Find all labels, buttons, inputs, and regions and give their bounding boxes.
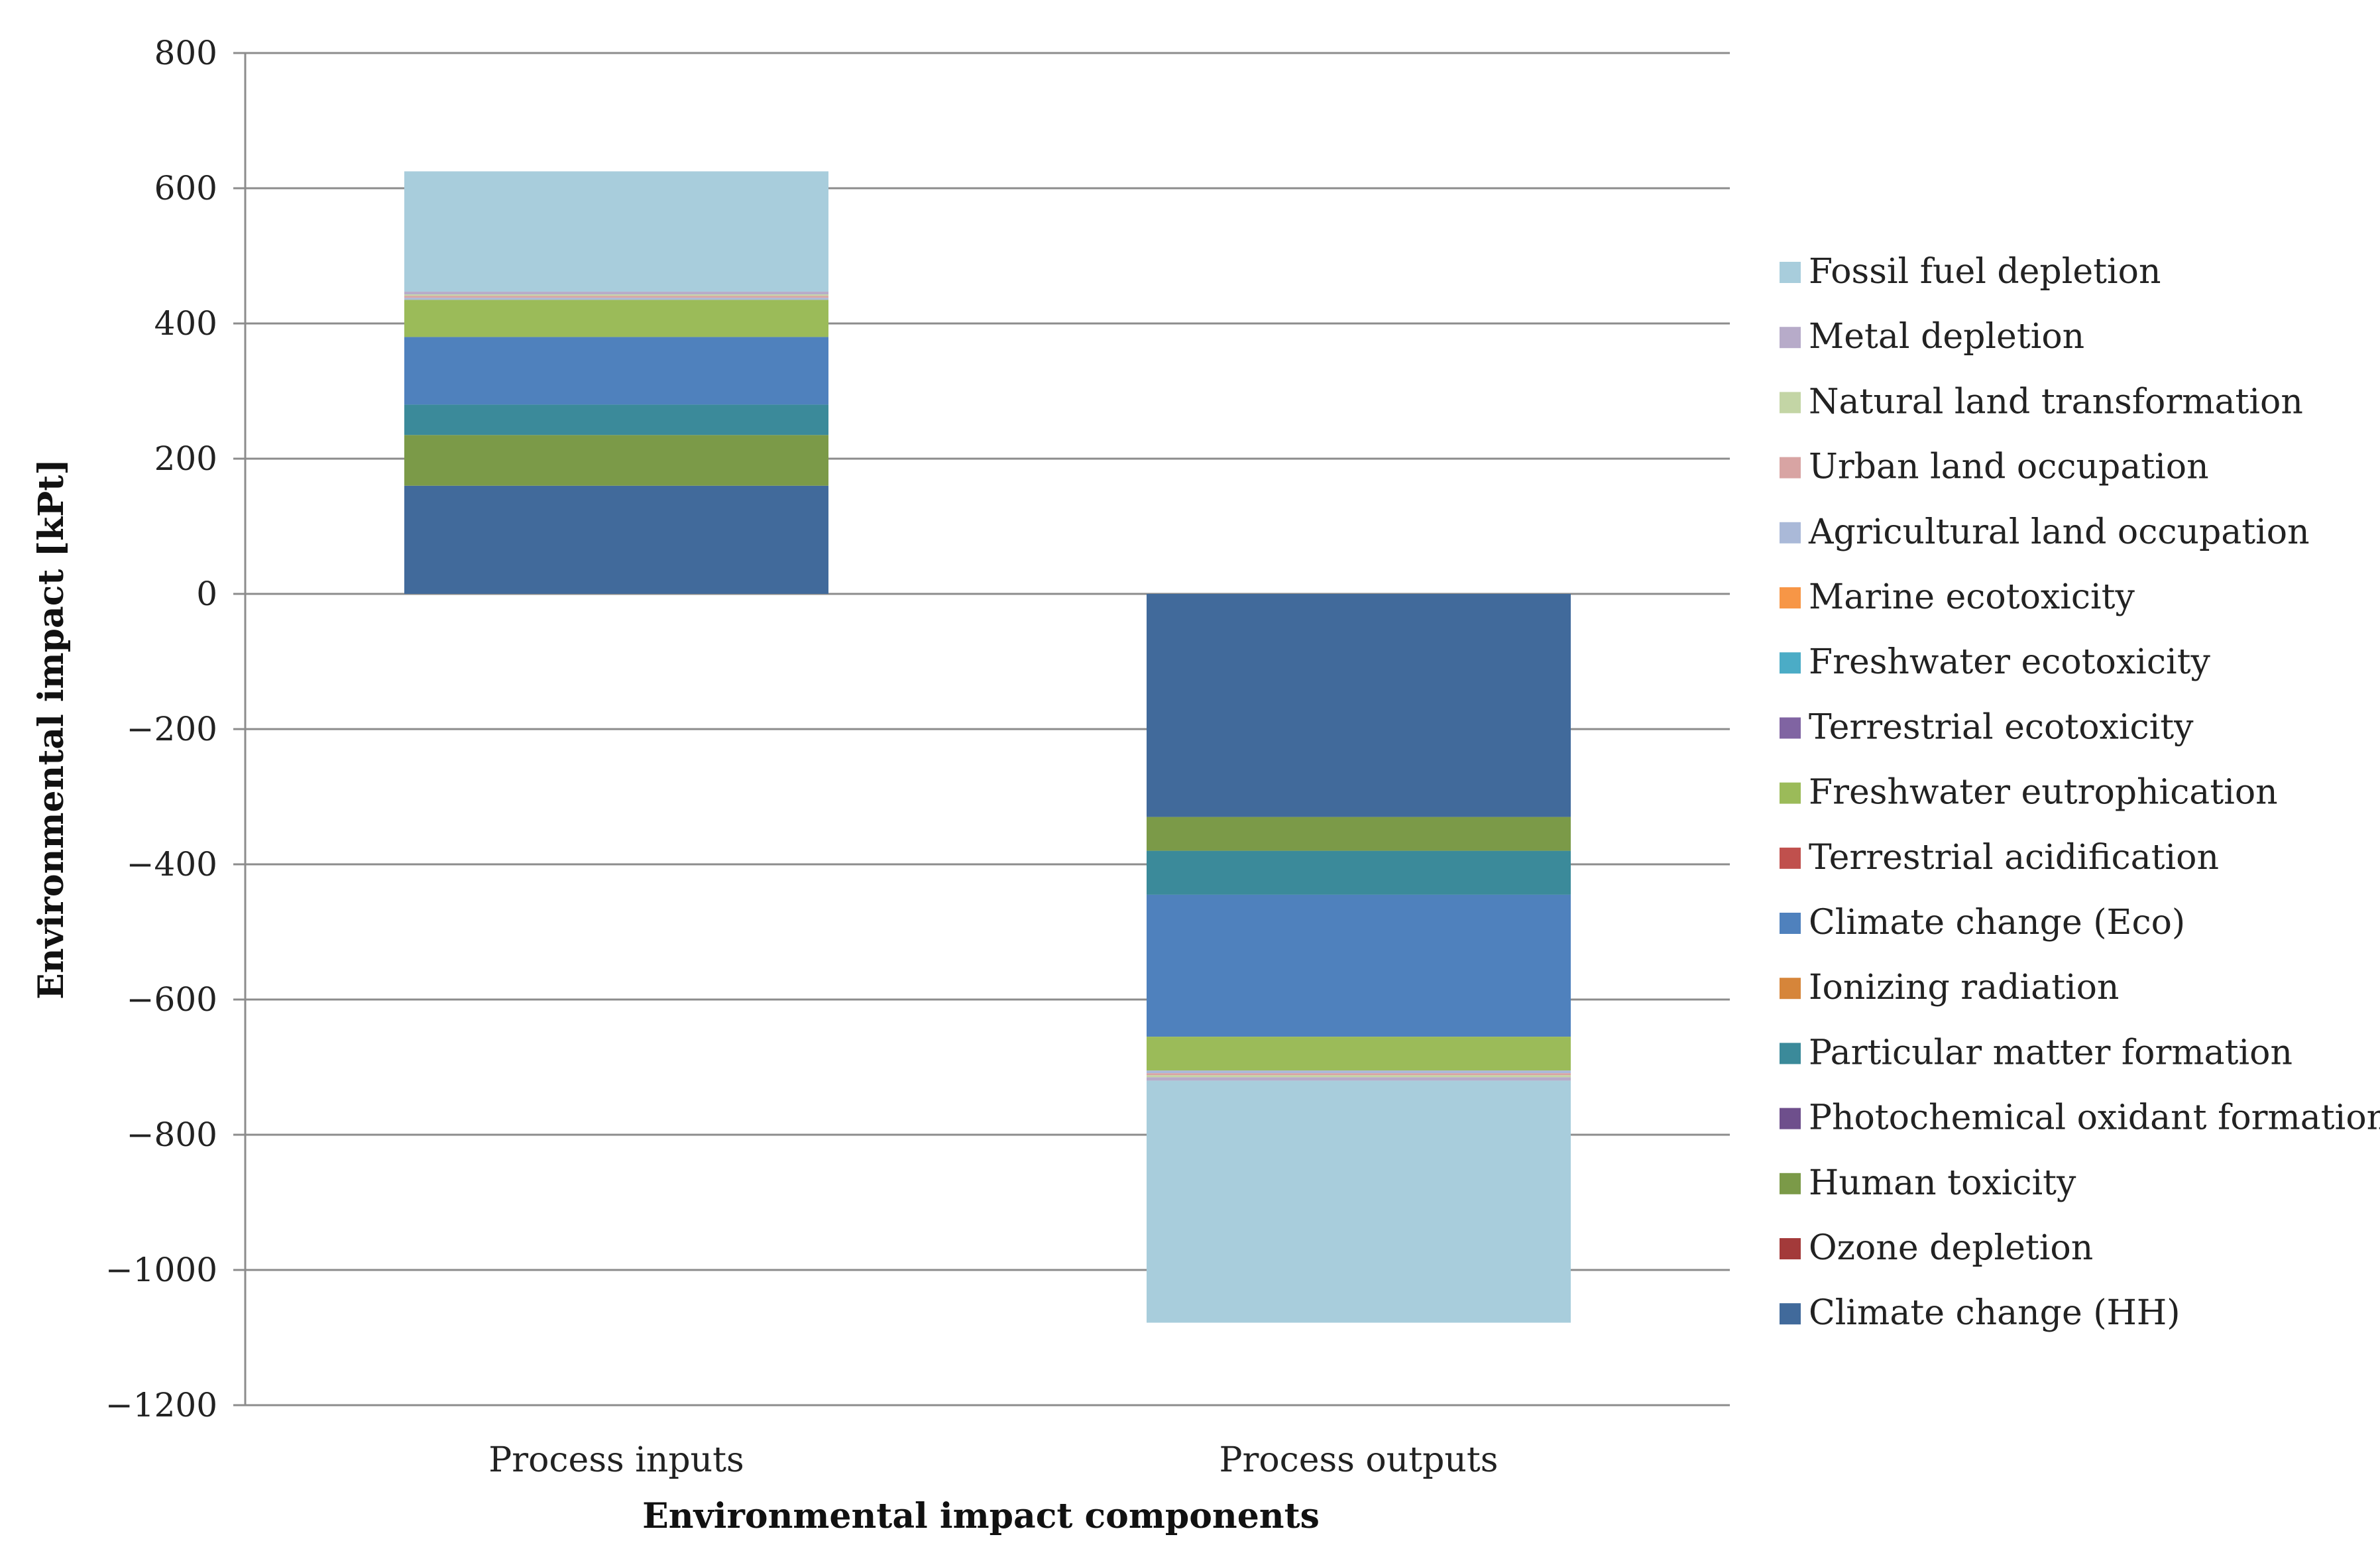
legend-item: Freshwater ecotoxicity xyxy=(1780,642,2210,682)
legend-swatch xyxy=(1780,457,1801,479)
legend-swatch xyxy=(1780,327,1801,349)
x-axis-title: Environmental impact components xyxy=(642,1496,1320,1536)
x-category-labels: Process inputs Process outputs xyxy=(488,1440,1498,1480)
legend-swatch xyxy=(1780,847,1801,869)
legend-swatch xyxy=(1780,978,1801,1000)
legend-swatch xyxy=(1780,392,1801,414)
legend-item: Human toxicity xyxy=(1780,1163,2076,1203)
bar-segment xyxy=(1147,1080,1571,1323)
legend-label: Photochemical oxidant formation xyxy=(1809,1098,2380,1138)
y-tick-label: 800 xyxy=(154,34,217,72)
y-axis-title: Environmental impact [kPt] xyxy=(31,459,72,1000)
y-tick-label: −1000 xyxy=(105,1251,217,1289)
bar-segment xyxy=(1147,1073,1571,1076)
legend-label: Particular matter formation xyxy=(1809,1033,2293,1072)
y-tick-label: −400 xyxy=(127,845,217,884)
bar-segment xyxy=(404,296,828,298)
legend-label: Ionizing radiation xyxy=(1809,968,2119,1007)
legend-swatch xyxy=(1780,913,1801,934)
bar-segment xyxy=(404,171,828,292)
legend-item: Ozone depletion xyxy=(1780,1228,2093,1268)
legend-swatch xyxy=(1780,652,1801,674)
legend-label: Fossil fuel depletion xyxy=(1809,252,2161,292)
bar-segment xyxy=(1147,1075,1571,1078)
legend-item: Urban land occupation xyxy=(1780,447,2209,487)
bar-segment xyxy=(404,298,828,300)
legend-swatch xyxy=(1780,1108,1801,1129)
legend-item: Natural land transformation xyxy=(1780,382,2303,422)
y-tick-label: 200 xyxy=(154,439,217,478)
legend-label: Climate change (Eco) xyxy=(1809,903,2185,943)
legend-item: Climate change (Eco) xyxy=(1780,903,2185,943)
legend-item: Terrestrial acidification xyxy=(1780,838,2219,878)
y-tick-label: −200 xyxy=(127,710,217,748)
bar-segments xyxy=(404,171,1571,1323)
bar-segment xyxy=(1147,850,1571,895)
bar-segment xyxy=(404,404,828,435)
legend-item: Marine ecotoxicity xyxy=(1780,577,2135,617)
legend-swatch xyxy=(1780,587,1801,608)
y-tick-labels: 800 600 400 200 0 −200 −400 −600 −800 −1000 −1200 xyxy=(105,34,217,1424)
legend-item: Agricultural land occupation xyxy=(1780,512,2310,552)
legend-item: Ionizing radiation xyxy=(1780,968,2119,1007)
bar-segment xyxy=(1147,1077,1571,1081)
y-tick-label: −1200 xyxy=(105,1386,217,1424)
legend-label: Freshwater eutrophication xyxy=(1809,773,2278,813)
legend-swatch xyxy=(1780,522,1801,544)
legend-item: Terrestrial ecotoxicity xyxy=(1780,707,2194,747)
legend-label: Human toxicity xyxy=(1809,1163,2076,1203)
legend-label: Freshwater ecotoxicity xyxy=(1809,642,2210,682)
y-tick-label: −600 xyxy=(127,980,217,1019)
legend-label: Metal depletion xyxy=(1809,317,2084,357)
legend-label: Natural land transformation xyxy=(1809,382,2303,422)
bar-segment xyxy=(1147,594,1571,817)
bar-segment xyxy=(404,435,828,486)
x-category-label: Process outputs xyxy=(1219,1440,1498,1480)
legend-label: Marine ecotoxicity xyxy=(1809,577,2135,617)
legend: Fossil fuel depletion Metal depletion Natu… xyxy=(1780,252,2380,1333)
y-tick-label: −800 xyxy=(127,1116,217,1154)
legend-label: Urban land occupation xyxy=(1809,447,2209,487)
legend-item: Metal depletion xyxy=(1780,317,2084,357)
legend-label: Agricultural land occupation xyxy=(1808,512,2310,552)
bar-segment xyxy=(1147,817,1571,851)
y-tick-label: 0 xyxy=(196,575,217,613)
legend-swatch xyxy=(1780,1303,1801,1325)
legend-swatch xyxy=(1780,717,1801,739)
legend-item: Freshwater eutrophication xyxy=(1780,773,2278,813)
bar-segment xyxy=(404,294,828,296)
legend-label: Terrestrial acidification xyxy=(1809,838,2219,878)
y-tick-label: 600 xyxy=(154,169,217,207)
legend-label: Terrestrial ecotoxicity xyxy=(1809,707,2194,747)
bar-segment xyxy=(404,292,828,295)
bar-segment xyxy=(404,300,828,337)
bar-segment xyxy=(1147,1037,1571,1071)
legend-swatch xyxy=(1780,1043,1801,1064)
legend-swatch xyxy=(1780,262,1801,283)
legend-swatch xyxy=(1780,1238,1801,1259)
legend-label: Climate change (HH) xyxy=(1809,1293,2181,1333)
legend-item: Photochemical oxidant formation xyxy=(1780,1098,2380,1138)
bar-segment xyxy=(1147,894,1571,1037)
y-tick-label: 400 xyxy=(154,304,217,343)
bar-segment xyxy=(1147,1070,1571,1074)
legend-item: Particular matter formation xyxy=(1780,1033,2293,1072)
bar-segment xyxy=(404,337,828,405)
x-category-label: Process inputs xyxy=(488,1440,744,1480)
legend-item: Fossil fuel depletion xyxy=(1780,252,2161,292)
bar-segment xyxy=(404,485,828,594)
legend-item: Climate change (HH) xyxy=(1780,1293,2181,1333)
legend-swatch xyxy=(1780,782,1801,804)
legend-swatch xyxy=(1780,1173,1801,1194)
legend-label: Ozone depletion xyxy=(1809,1228,2093,1268)
